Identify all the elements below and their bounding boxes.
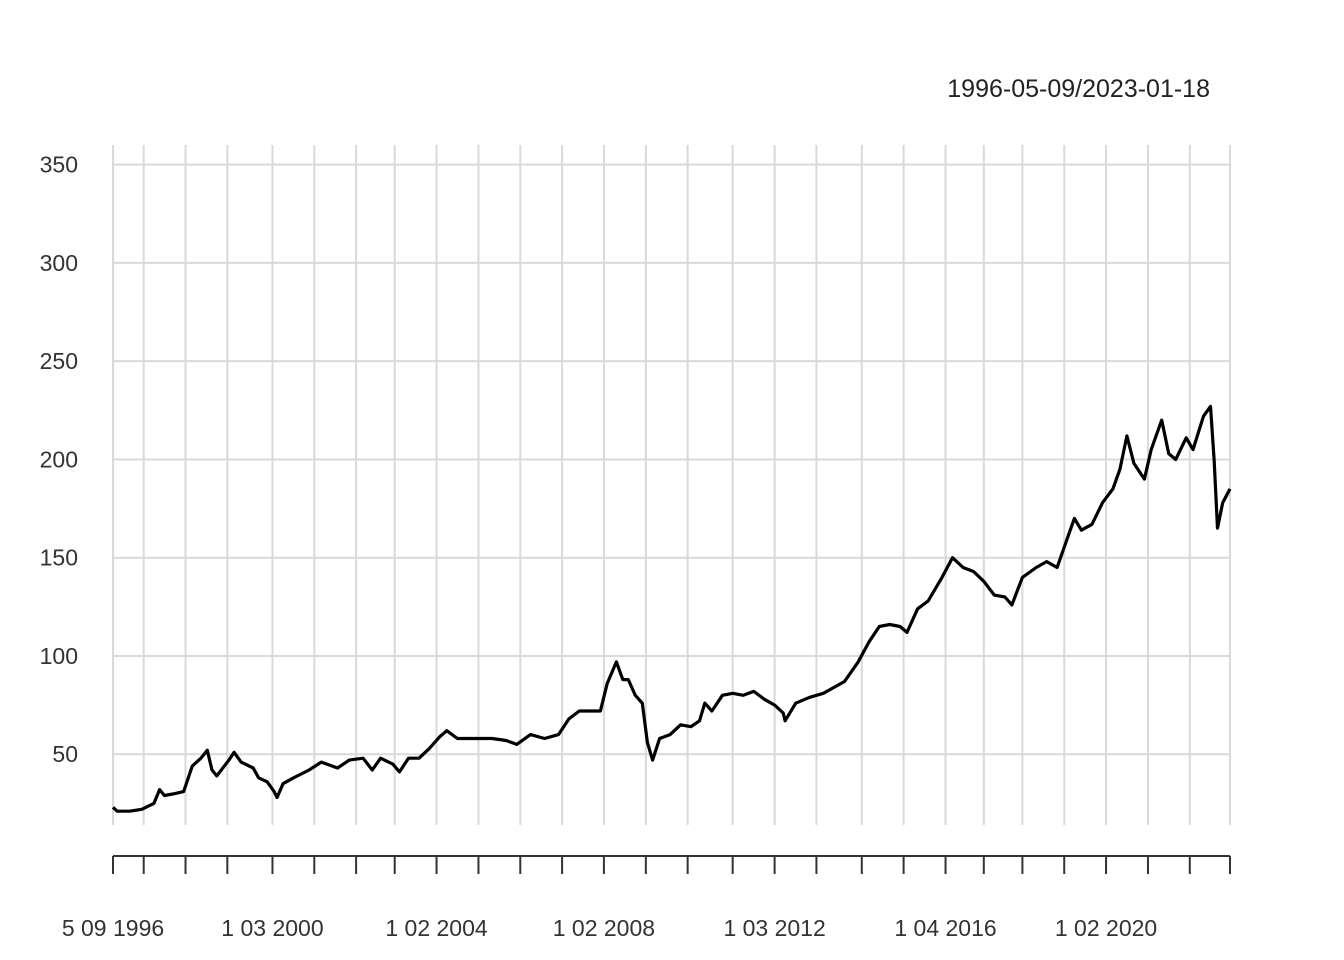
- y-tick-label: 300: [40, 250, 78, 276]
- y-tick-label: 50: [52, 741, 78, 767]
- y-tick-label: 250: [40, 348, 78, 374]
- x-tick-label: 1 02 2008: [553, 915, 655, 941]
- series-group: [111, 404, 1232, 813]
- y-axis: 50 100 150 200 250 300 350: [40, 152, 78, 768]
- y-tick-label: 350: [40, 152, 78, 178]
- y-tick-label: 150: [40, 545, 78, 571]
- x-tick-label: 1 03 2012: [723, 915, 825, 941]
- x-tick-label: 1 02 2020: [1055, 915, 1157, 941]
- date-range-label: 1996-05-09/2023-01-18: [947, 75, 1210, 103]
- x-tick-label: 1 02 2004: [385, 915, 488, 941]
- x-tick-label: 5 09 1996: [62, 915, 164, 941]
- y-tick-label: 200: [40, 446, 78, 472]
- series-line: [111, 404, 1232, 813]
- x-tick-label: 1 04 2016: [894, 915, 996, 941]
- gridlines: [112, 145, 1231, 825]
- y-tick-label: 100: [40, 643, 78, 669]
- x-tick-label: 1 03 2000: [221, 915, 323, 941]
- x-axis: 5 09 1996 1 03 2000 1 02 2004 1 02 2008 1 03…: [62, 855, 1231, 941]
